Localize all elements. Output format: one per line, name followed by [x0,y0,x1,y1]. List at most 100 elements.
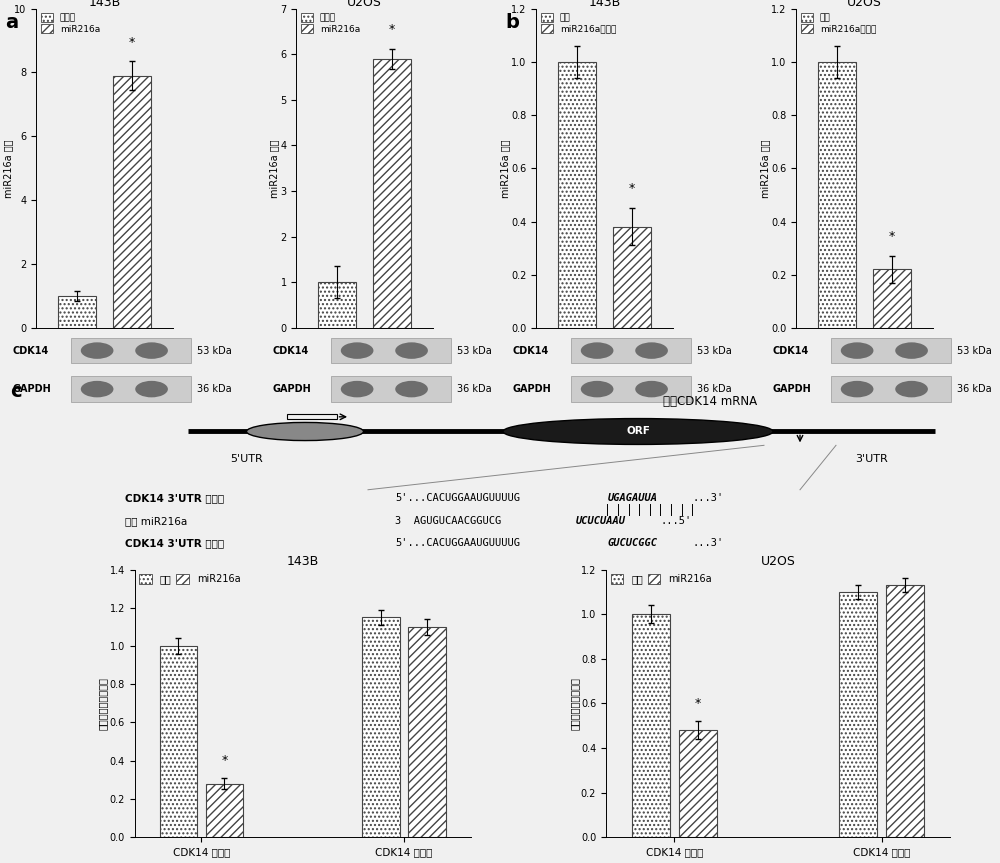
Ellipse shape [135,343,168,359]
FancyBboxPatch shape [71,376,191,402]
FancyBboxPatch shape [831,376,951,402]
Ellipse shape [341,381,373,397]
Ellipse shape [503,419,773,444]
Text: 53 kDa: 53 kDa [957,345,992,356]
Text: GUCUCGGC: GUCUCGGC [607,539,657,548]
Bar [160,646,197,837]
Text: 36 kDa: 36 kDa [957,384,992,394]
Text: 5'...CACUGGAAUGUUUUG: 5'...CACUGGAAUGUUUUG [395,494,520,503]
Bar [287,414,336,419]
Ellipse shape [81,343,113,359]
Title: U2OS: U2OS [760,556,795,569]
Ellipse shape [841,381,873,397]
Bar [113,76,151,328]
Ellipse shape [895,343,928,359]
Ellipse shape [81,381,113,397]
Text: ...3': ...3' [692,539,724,548]
Ellipse shape [135,381,168,397]
Text: 3  AGUGUCAACGGUCG: 3 AGUGUCAACGGUCG [395,516,501,526]
Bar [408,627,446,837]
Legend: 对照, miR216a抑制剂: 对照, miR216a抑制剂 [797,9,880,37]
Bar [362,617,400,837]
Text: CDK14: CDK14 [12,345,48,356]
Title: U2OS: U2OS [847,0,882,9]
FancyBboxPatch shape [331,376,451,402]
Title: 143B: 143B [88,0,121,9]
Text: CDK14: CDK14 [772,345,808,356]
Text: UGAGAUUA: UGAGAUUA [607,494,657,503]
Text: 36 kDa: 36 kDa [457,384,492,394]
Bar [886,585,924,837]
Ellipse shape [841,343,873,359]
FancyBboxPatch shape [831,337,951,363]
Title: U2OS: U2OS [347,0,382,9]
Y-axis label: miR216a 表达: miR216a 表达 [500,139,510,198]
Bar [818,62,856,328]
Text: *: * [221,754,227,767]
Text: 36 kDa: 36 kDa [697,384,732,394]
Text: *: * [129,35,135,48]
Text: GAPDH: GAPDH [512,384,551,394]
Text: UCUCUAAU: UCUCUAAU [576,516,626,526]
Text: 5'...CACUGGAAUGUUUUG: 5'...CACUGGAAUGUUUUG [395,539,520,548]
Text: 人源CDK14 mRNA: 人源CDK14 mRNA [663,394,757,408]
Bar [839,592,877,837]
Bar [679,730,717,837]
Text: ...5': ...5' [660,516,692,526]
Text: ORF: ORF [626,426,650,437]
Text: 人源 miR216a: 人源 miR216a [125,516,187,526]
Bar [558,62,596,328]
Bar [373,59,411,328]
Bar [632,614,670,837]
FancyBboxPatch shape [571,337,691,363]
Text: 5'UTR: 5'UTR [230,454,263,464]
Legend: 对照, miR216a: 对照, miR216a [607,570,716,589]
Y-axis label: miR216a 表达: miR216a 表达 [3,139,13,198]
Title: 143B: 143B [588,0,621,9]
Text: a: a [5,13,18,32]
Text: c: c [10,382,22,401]
Text: *: * [889,230,895,243]
Legend: 空载体, miR216a: 空载体, miR216a [37,9,104,37]
Ellipse shape [895,381,928,397]
Text: CDK14: CDK14 [512,345,548,356]
Text: 53 kDa: 53 kDa [197,345,232,356]
Y-axis label: miR216a 表达: miR216a 表达 [269,139,279,198]
Text: *: * [695,697,701,710]
Ellipse shape [395,381,428,397]
FancyBboxPatch shape [331,337,451,363]
Bar [318,282,356,328]
Text: *: * [389,23,395,36]
Text: 53 kDa: 53 kDa [457,345,492,356]
Text: *: * [629,182,635,195]
Legend: 对照, miR216a: 对照, miR216a [136,570,244,589]
Title: 143B: 143B [286,556,319,569]
Text: ...3': ...3' [692,494,724,503]
Legend: 对照, miR216a抑制剂: 对照, miR216a抑制剂 [537,9,620,37]
Bar [206,784,243,837]
Text: GAPDH: GAPDH [272,384,311,394]
Ellipse shape [635,381,668,397]
FancyBboxPatch shape [571,376,691,402]
Text: CDK14 3'UTR 野生型: CDK14 3'UTR 野生型 [125,494,224,503]
Text: 36 kDa: 36 kDa [197,384,232,394]
Bar [613,227,651,328]
FancyBboxPatch shape [71,337,191,363]
Y-axis label: miR216a 表达: miR216a 表达 [760,139,770,198]
Text: CDK14: CDK14 [272,345,308,356]
Bar [873,269,911,328]
Text: CDK14 3'UTR 突变体: CDK14 3'UTR 突变体 [125,539,224,548]
Bar [58,296,96,328]
Ellipse shape [581,343,613,359]
Text: b: b [505,13,519,32]
Text: 3'UTR: 3'UTR [856,454,888,464]
Text: GAPDH: GAPDH [772,384,811,394]
Text: 53 kDa: 53 kDa [697,345,732,356]
Ellipse shape [395,343,428,359]
Ellipse shape [581,381,613,397]
Ellipse shape [246,422,364,440]
Ellipse shape [341,343,373,359]
Y-axis label: 相对荧光素酶活性值: 相对荧光素酶活性值 [569,677,579,730]
Text: GAPDH: GAPDH [12,384,51,394]
Ellipse shape [635,343,668,359]
